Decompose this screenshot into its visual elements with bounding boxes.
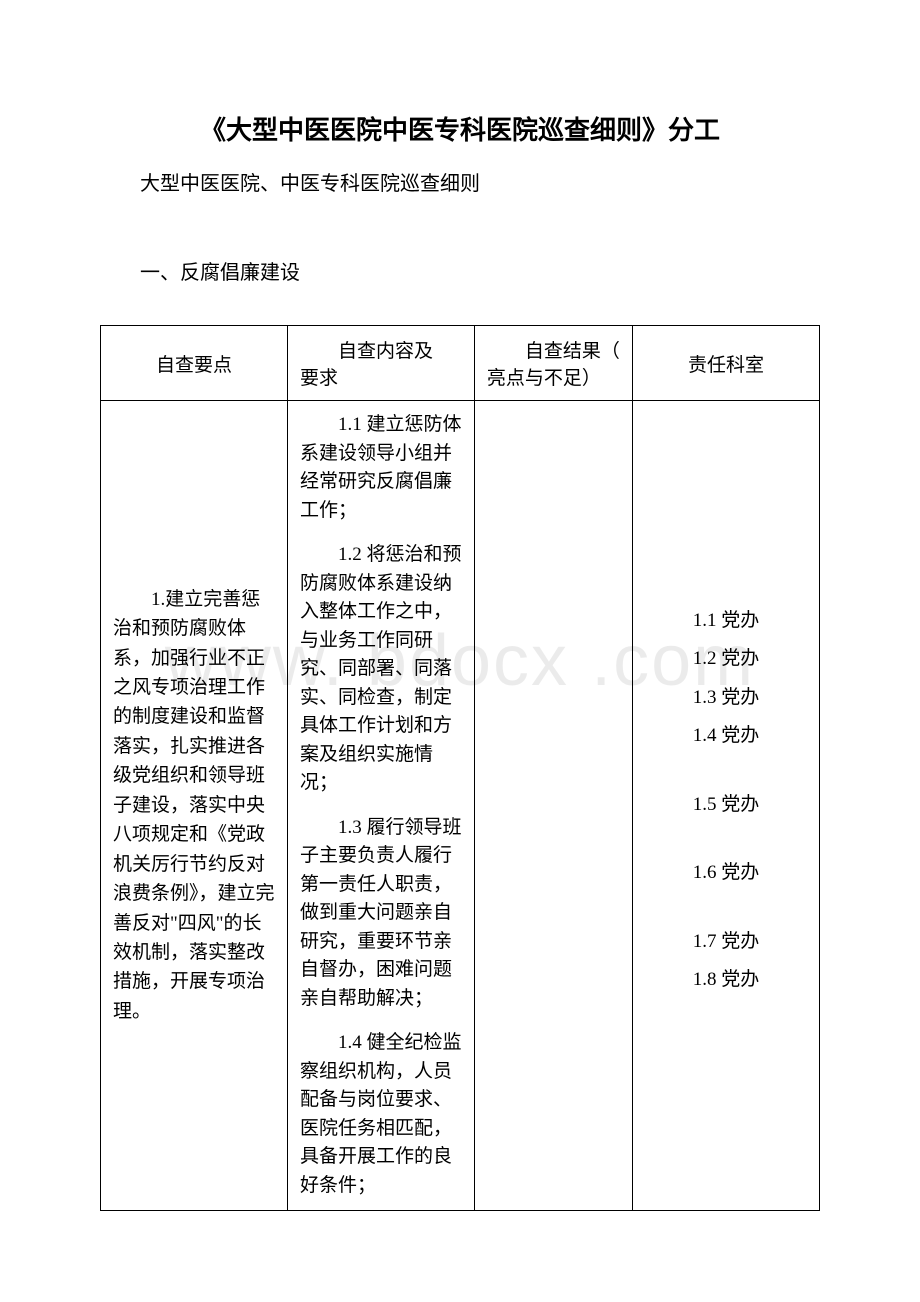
- header-content: 自查内容及 要求: [287, 326, 474, 401]
- document-title: 《大型中医医院中医专科医院巡查细则》分工: [100, 110, 820, 147]
- cell-dept: 1.1 党办 1.2 党办 1.3 党办 1.4 党办 1.5 党办 1.6 党…: [633, 401, 820, 1211]
- header-points: 自查要点: [101, 326, 288, 401]
- section-heading: 一、反腐倡廉建设: [100, 256, 820, 285]
- dept-item: 1.4 党办: [645, 722, 807, 751]
- dept-item: 1.7 党办: [645, 928, 807, 957]
- points-text: 1.建立完善惩治和预防腐败体系，加强行业不正之风专项治理工作的制度建设和监督落实…: [113, 585, 275, 1027]
- header-dept: 责任科室: [633, 326, 820, 401]
- table-header-row: 自查要点 自查内容及 要求 自查结果（ 亮点与不足） 责任科室: [101, 326, 820, 401]
- document-subtitle: 大型中医医院、中医专科医院巡查细则: [100, 167, 820, 196]
- header-content-line2: 要求: [300, 368, 338, 389]
- dept-item: 1.3 党办: [645, 684, 807, 713]
- dept-item: 1.5 党办: [645, 791, 807, 820]
- cell-result: [474, 401, 632, 1211]
- dept-item: 1.2 党办: [645, 645, 807, 674]
- content-item: 1.3 履行领导班子主要负责人履行第一责任人职责，做到重大问题亲自研究，重要环节…: [300, 814, 462, 1014]
- dept-item: 1.6 党办: [645, 859, 807, 888]
- content-item: 1.1 建立惩防体系建设领导小组并经常研究反腐倡廉工作；: [300, 411, 462, 525]
- header-result-line2: 亮点与不足）: [487, 368, 601, 389]
- cell-content: 1.1 建立惩防体系建设领导小组并经常研究反腐倡廉工作； 1.2 将惩治和预防腐…: [287, 401, 474, 1211]
- header-result-line1: 自查结果（: [487, 336, 620, 363]
- cell-points: 1.建立完善惩治和预防腐败体系，加强行业不正之风专项治理工作的制度建设和监督落实…: [101, 401, 288, 1211]
- table-row: 1.建立完善惩治和预防腐败体系，加强行业不正之风专项治理工作的制度建设和监督落实…: [101, 401, 820, 1211]
- header-result: 自查结果（ 亮点与不足）: [474, 326, 632, 401]
- header-content-line1: 自查内容及: [300, 336, 462, 363]
- dept-item: 1.1 党办: [645, 607, 807, 636]
- content-item: 1.4 健全纪检监察组织机构，人员配备与岗位要求、医院任务相匹配，具备开展工作的…: [300, 1029, 462, 1200]
- content-item: 1.2 将惩治和预防腐败体系建设纳入整体工作之中，与业务工作同研究、同部署、同落…: [300, 541, 462, 798]
- inspection-table: 自查要点 自查内容及 要求 自查结果（ 亮点与不足） 责任科室 1.建立完善惩治…: [100, 325, 820, 1211]
- dept-item: 1.8 党办: [645, 966, 807, 995]
